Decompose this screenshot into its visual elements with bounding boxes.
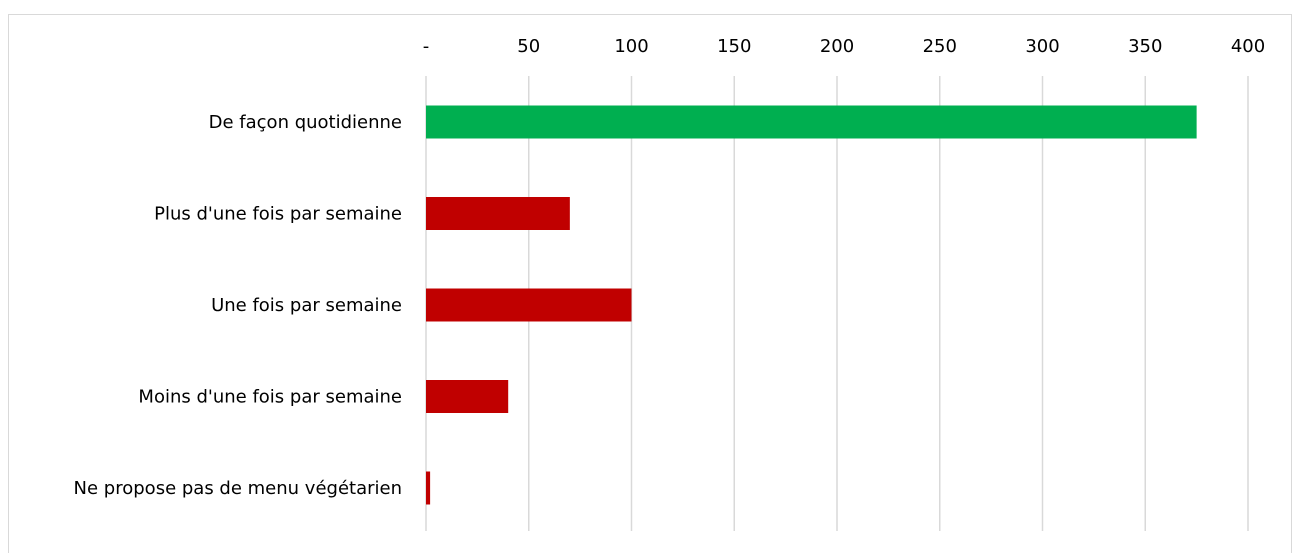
x-tick-label: 400 [1231,36,1265,57]
x-tick-label: - [423,36,430,57]
x-tick-label: 100 [614,36,648,57]
x-axis-ticks: - 50 100 150 200 250 300 350 400 [423,36,1265,57]
category-label: Moins d'une fois par semaine [138,387,402,408]
bars [426,105,1197,505]
category-labels: De façon quotidienne Plus d'une fois par … [74,112,402,499]
x-tick-label: 300 [1025,36,1059,57]
x-tick-label: 50 [517,36,540,57]
x-tick-label: 350 [1128,36,1162,57]
x-tick-label: 250 [923,36,957,57]
x-tick-label: 150 [717,36,751,57]
bar [426,380,509,413]
bar [426,288,632,322]
bar [426,105,1197,139]
category-label: Plus d'une fois par semaine [154,204,402,225]
x-tick-label: 200 [820,36,854,57]
category-label: Ne propose pas de menu végétarien [74,478,402,499]
category-label: De façon quotidienne [209,112,402,133]
chart-frame [8,14,1292,553]
bar [426,471,431,505]
category-label: Une fois par semaine [211,295,402,316]
bar [426,197,570,230]
